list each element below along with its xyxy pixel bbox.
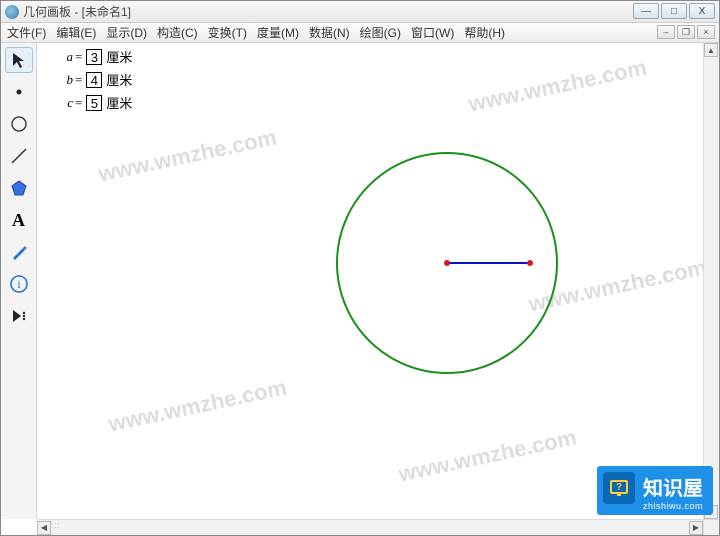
menu-bar: 文件(F) 编辑(E) 显示(D) 构造(C) 变换(T) 度量(M) 数据(N…	[1, 23, 719, 43]
tool-info[interactable]: i	[5, 271, 33, 297]
tool-custom[interactable]	[5, 303, 33, 329]
menu-window[interactable]: 窗口(W)	[411, 24, 454, 41]
menu-graph[interactable]: 绘图(G)	[360, 24, 401, 41]
scroll-corner	[703, 519, 719, 535]
mdi-minimize-button[interactable]: –	[657, 25, 675, 39]
window-title: 几何画板 - [未命名1]	[23, 3, 131, 20]
menu-file[interactable]: 文件(F)	[7, 24, 46, 41]
tool-text[interactable]: A	[5, 207, 33, 233]
custom-tool-icon	[9, 306, 29, 326]
brand-badge: ? 知识屋 zhishiwu.com	[597, 466, 713, 515]
tool-line[interactable]	[5, 143, 33, 169]
scroll-up-button[interactable]: ▲	[704, 43, 718, 57]
tool-circle[interactable]	[5, 111, 33, 137]
geometry-diagram	[37, 43, 703, 519]
app-icon	[5, 5, 19, 19]
circle-icon	[9, 114, 29, 134]
menu-data[interactable]: 数据(N)	[309, 24, 350, 41]
svg-text:?: ?	[616, 482, 622, 493]
tool-point[interactable]	[5, 79, 33, 105]
menu-edit[interactable]: 编辑(E)	[56, 24, 96, 41]
tool-marker[interactable]	[5, 239, 33, 265]
tool-palette: A i	[1, 43, 37, 519]
scroll-right-button[interactable]: ▶	[689, 521, 703, 535]
grip-icon: :::	[51, 521, 689, 530]
close-button[interactable]: X	[689, 3, 715, 19]
point-icon	[10, 83, 28, 101]
menu-display[interactable]: 显示(D)	[106, 24, 147, 41]
horizontal-scrollbar[interactable]: ◀ ::: ▶	[37, 519, 703, 535]
canvas[interactable]: www.wmzhe.com www.wmzhe.com www.wmzhe.co…	[37, 43, 703, 519]
maximize-button[interactable]: □	[661, 3, 687, 19]
menu-measure[interactable]: 度量(M)	[257, 24, 299, 41]
menu-transform[interactable]: 变换(T)	[208, 24, 247, 41]
brand-icon: ?	[603, 472, 635, 504]
title-bar: 几何画板 - [未命名1] — □ X	[1, 1, 719, 23]
marker-icon	[9, 242, 29, 262]
info-icon: i	[9, 274, 29, 294]
scroll-left-button[interactable]: ◀	[37, 521, 51, 535]
polygon-icon	[9, 178, 29, 198]
arrow-icon	[10, 51, 28, 69]
text-icon: A	[12, 210, 25, 231]
tool-arrow[interactable]	[5, 47, 33, 73]
line-icon	[9, 146, 29, 166]
tool-polygon[interactable]	[5, 175, 33, 201]
work-area: A i www.wmzhe.com www.wmzhe.com www.wmzh…	[1, 43, 719, 519]
window-controls: — □ X	[633, 3, 715, 19]
brand-name: 知识屋	[643, 478, 703, 500]
scroll-track[interactable]: :::	[51, 521, 689, 535]
minimize-button[interactable]: —	[633, 3, 659, 19]
mdi-controls: – ❐ ×	[657, 25, 715, 39]
brand-url: zhishiwu.com	[643, 501, 703, 511]
vertical-scrollbar[interactable]: ▲ ▼	[703, 43, 719, 519]
svg-text:i: i	[17, 277, 21, 291]
mdi-restore-button[interactable]: ❐	[677, 25, 695, 39]
menu-help[interactable]: 帮助(H)	[464, 24, 505, 41]
mdi-close-button[interactable]: ×	[697, 25, 715, 39]
menu-construct[interactable]: 构造(C)	[157, 24, 198, 41]
scroll-track[interactable]	[704, 57, 719, 505]
